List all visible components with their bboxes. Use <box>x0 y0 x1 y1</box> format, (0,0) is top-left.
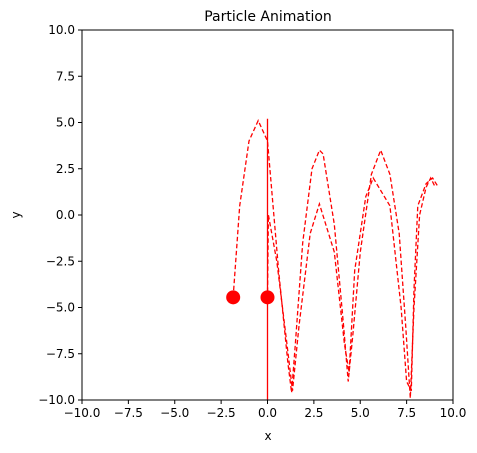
x-tick-label: 10.0 <box>440 406 467 420</box>
particle-marker-2 <box>260 290 275 305</box>
y-tick-label: −7.5 <box>46 347 75 361</box>
x-tick-label: −7.5 <box>114 406 143 420</box>
x-tick-label: 0.0 <box>258 406 277 420</box>
y-axis-label: y <box>9 211 23 218</box>
x-tick-label: −10.0 <box>64 406 101 420</box>
trajectory-line-2 <box>266 176 438 392</box>
y-tick-label: 10.0 <box>48 23 75 37</box>
x-tick-label: 5.0 <box>351 406 370 420</box>
particle-marker-1 <box>226 290 241 305</box>
y-tick-label: 0.0 <box>56 208 75 222</box>
y-tick-label: 7.5 <box>56 69 75 83</box>
y-tick-label: 5.0 <box>56 116 75 130</box>
plot-area: −10.0 −7.5 −5.0 −2.5 0.0 2.5 5.0 7.5 10.0 −10.0 −7… <box>38 23 466 420</box>
y-tick-label: −2.5 <box>46 254 75 268</box>
y-tick-label: −5.0 <box>46 301 75 315</box>
y-tick-label: −10.0 <box>38 393 75 407</box>
chart-title: Particle Animation <box>204 9 332 25</box>
x-tick-label: 2.5 <box>304 406 323 420</box>
x-tick-label: −5.0 <box>160 406 189 420</box>
y-tick-label: 2.5 <box>56 162 75 176</box>
x-axis-label: x <box>264 429 271 443</box>
x-tick-label: −2.5 <box>207 406 236 420</box>
x-tick-label: 7.5 <box>397 406 416 420</box>
